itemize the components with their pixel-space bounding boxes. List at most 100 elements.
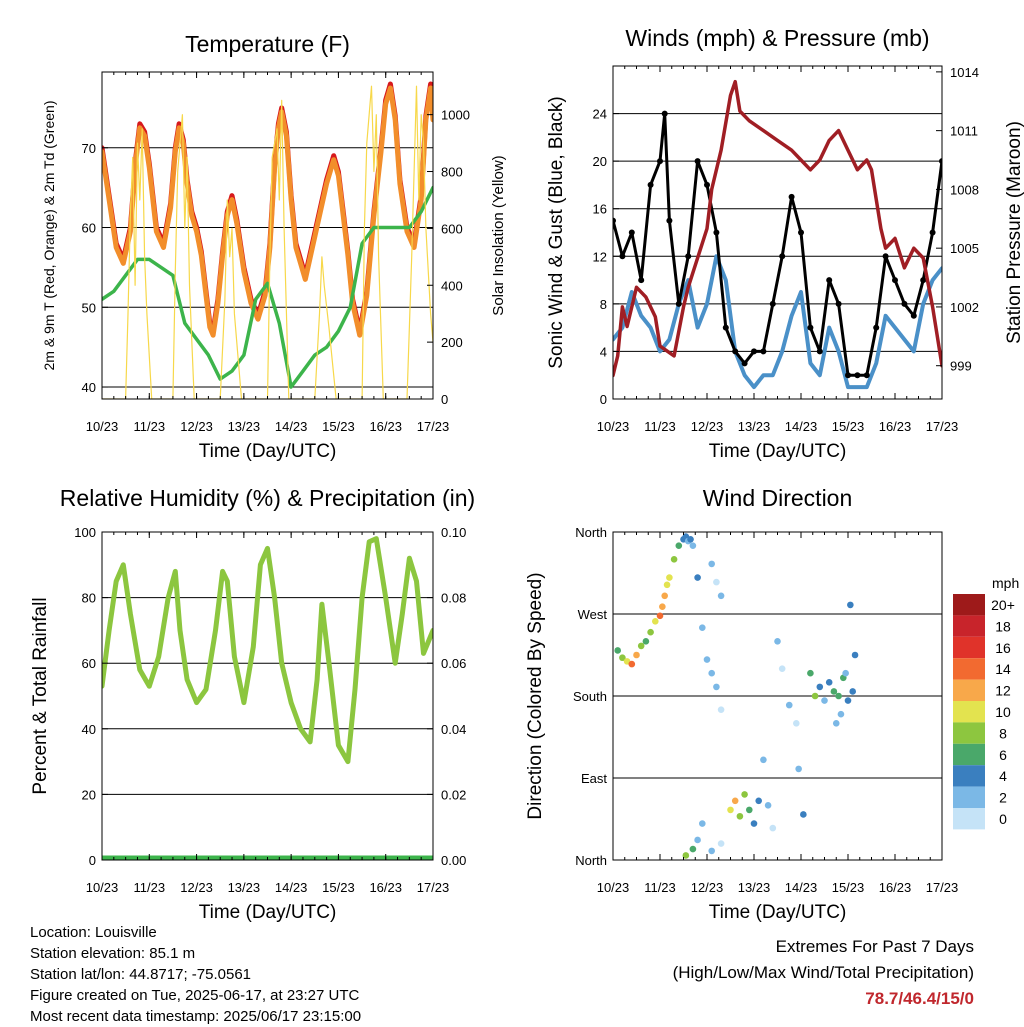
humidity-xlabel: Time (Day/UTC) (199, 902, 337, 923)
legend-label: 2 (999, 790, 1007, 806)
direction-point (793, 720, 800, 727)
legend-label: 8 (999, 725, 1007, 741)
extremes-title: Extremes For Past 7 Days (775, 937, 974, 956)
direction-point (708, 669, 715, 677)
temperature-series-1 (102, 85, 433, 338)
temperature-y2label: Solar Insolation (Yellow) (490, 155, 507, 315)
y-tick-label: West (578, 607, 608, 622)
gust-point (939, 158, 942, 165)
x-tick-label: 17/23 (417, 419, 450, 434)
direction-point (619, 654, 626, 662)
winds-series-2 (613, 79, 942, 378)
x-tick-label: 16/23 (369, 419, 402, 434)
gust-point (901, 300, 908, 307)
humidity-ylabel: Percent & Total Rainfall (30, 597, 51, 794)
x-tick-label: 10/23 (86, 880, 119, 895)
temperature-title: Temperature (F) (185, 31, 350, 57)
gust-point (613, 217, 616, 224)
x-tick-label: 10/23 (597, 419, 630, 434)
gust-point (751, 348, 757, 355)
gust-point (873, 324, 880, 331)
legend-label: 10 (995, 704, 1011, 720)
gust-point (638, 277, 645, 284)
direction-point (764, 802, 772, 809)
direction-point (807, 669, 814, 677)
direction-point (830, 688, 838, 695)
y2-tick-label: 999 (950, 359, 972, 374)
y2-tick-label: 0.06 (441, 656, 466, 671)
direction-point (778, 665, 786, 672)
winds-ylabel: Sonic Wind & Gust (Blue, Black) (546, 96, 567, 368)
station-elevation: Station elevation: 85.1 m (30, 945, 196, 962)
direction-point (755, 797, 762, 805)
gust-point (798, 229, 804, 236)
direction-point (774, 638, 781, 645)
humidity-series-0 (102, 536, 433, 765)
legend-swatch (953, 658, 985, 680)
x-tick-label: 17/23 (417, 880, 450, 895)
direction-point (741, 791, 748, 798)
legend-label: 0 (999, 811, 1007, 827)
x-tick-label: 10/23 (86, 419, 119, 434)
gust-point (835, 300, 842, 307)
gust-point (628, 229, 635, 236)
x-tick-label: 14/23 (275, 880, 308, 895)
wind-direction-xlabel: Time (Day/UTC) (709, 902, 847, 923)
gust-point (661, 110, 668, 117)
direction-point (713, 683, 720, 691)
y-tick-label: 60 (82, 221, 96, 236)
gust-point (910, 312, 917, 319)
y2-tick-label: 1000 (441, 108, 470, 123)
direction-point (849, 688, 856, 695)
x-tick-label: 13/23 (228, 419, 261, 434)
gust-point (713, 229, 720, 236)
y2-tick-label: 0.08 (441, 591, 466, 606)
y2-tick-label: 600 (441, 221, 463, 236)
extremes-subtitle: (High/Low/Max Wind/Total Precipitation) (672, 963, 974, 982)
humidity-plot-area (102, 536, 433, 860)
direction-point (760, 756, 767, 764)
direction-point (825, 679, 833, 686)
gust-point (816, 348, 823, 355)
winds-xlabel: Time (Day/UTC) (709, 441, 847, 462)
gust-point (807, 324, 814, 331)
wind-direction-title: Wind Direction (703, 485, 853, 511)
direction-point (670, 556, 678, 563)
y-tick-label: 20 (82, 787, 96, 802)
gust-point (845, 372, 851, 379)
direction-point (750, 820, 758, 827)
legend-title: mph (992, 575, 1019, 591)
x-tick-label: 12/23 (691, 880, 724, 895)
figure-created: Figure created on Tue, 2025-06-17, at 23… (30, 987, 360, 1004)
gust-point (722, 324, 729, 331)
y-tick-label: 60 (82, 656, 96, 671)
y-tick-label: 20 (593, 154, 607, 169)
wind-direction-ylabel: Direction (Colored By Speed) (525, 572, 546, 819)
winds-panel: Winds (mph) & Pressure (mb) 10/23 11/23 12/… (546, 25, 1024, 462)
y-tick-label: 100 (74, 525, 96, 540)
wind-direction-panel: Wind Direction 10/23 11/23 12/23 13/23 14/23 1… (525, 485, 1019, 923)
direction-point (675, 542, 683, 549)
speed-legend: mph 20+ 18 16 14 12 10 8 6 4 2 0 (953, 575, 1019, 830)
gust-point (657, 158, 663, 165)
direction-point (727, 806, 734, 814)
station-info: Location: Louisville Station elevation: … (30, 922, 361, 1027)
legend-swatch (953, 679, 985, 701)
direction-point (699, 624, 706, 631)
x-tick-label: 15/23 (832, 419, 865, 434)
direction-point (821, 697, 828, 704)
x-tick-label: 11/23 (133, 880, 165, 895)
y2-tick-label: 400 (441, 278, 463, 293)
direction-point (663, 581, 671, 589)
direction-point (656, 612, 664, 620)
x-tick-label: 17/23 (926, 880, 959, 895)
temperature-series-3 (102, 85, 433, 399)
legend-swatch (953, 701, 985, 723)
gust-point (769, 300, 776, 307)
direction-point (642, 638, 650, 645)
y-tick-label: 24 (593, 107, 607, 122)
extremes-box: Extremes For Past 7 Days (High/Low/Max W… (673, 934, 974, 1012)
gust-point (779, 253, 786, 260)
direction-point (837, 710, 845, 718)
y2-tick-label: 0 (441, 392, 448, 407)
